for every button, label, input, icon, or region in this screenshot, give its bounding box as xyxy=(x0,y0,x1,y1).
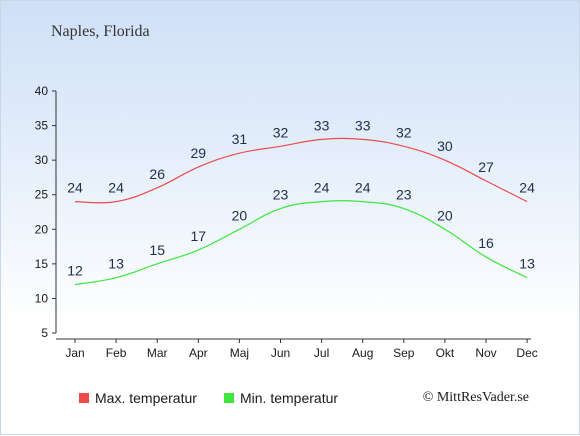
data-label-max: 33 xyxy=(355,117,371,133)
y-tick-label: 15 xyxy=(35,257,49,271)
y-tick-label: 20 xyxy=(35,222,49,236)
data-label-min: 24 xyxy=(314,180,330,196)
x-tick-label: Feb xyxy=(106,346,127,360)
data-label-min: 23 xyxy=(273,187,289,203)
legend-swatch-min xyxy=(224,393,234,403)
data-label-max: 24 xyxy=(519,180,535,196)
series-line-min xyxy=(74,199,528,286)
legend-label-min: Min. temperatur xyxy=(240,390,339,406)
x-tick-label: Aug xyxy=(352,346,373,360)
data-label-max: 31 xyxy=(232,131,248,147)
x-tick-label: Apr xyxy=(189,346,208,360)
data-label-min: 13 xyxy=(519,256,535,272)
x-tick-label: Mar xyxy=(147,346,168,360)
data-label-max: 32 xyxy=(273,124,289,140)
data-label-max: 29 xyxy=(191,145,207,161)
data-label-min: 13 xyxy=(108,256,124,272)
legend-label-max: Max. temperatur xyxy=(95,390,197,406)
y-tick-label: 30 xyxy=(35,153,49,167)
data-label-max: 24 xyxy=(67,180,83,196)
x-tick-label: Jul xyxy=(314,346,329,360)
chart-title: Naples, Florida xyxy=(51,23,150,40)
y-tick-label: 25 xyxy=(35,188,49,202)
x-tick-label: Maj xyxy=(230,346,249,360)
data-label-max: 24 xyxy=(108,180,124,196)
x-tick-label: Jan xyxy=(65,346,84,360)
series-line-max xyxy=(74,137,528,204)
data-label-min: 16 xyxy=(478,235,494,251)
data-label-min: 20 xyxy=(232,207,248,223)
legend-item-max: Max. temperatur xyxy=(79,390,197,406)
data-label-max: 33 xyxy=(314,117,330,133)
legend-item-min: Min. temperatur xyxy=(224,390,338,406)
copyright-notice: © MittResVader.se xyxy=(422,390,529,405)
x-tick-label: Sep xyxy=(393,346,415,360)
data-label-min: 24 xyxy=(355,180,371,196)
data-label-min: 20 xyxy=(437,207,453,223)
data-label-max: 26 xyxy=(149,166,165,182)
data-label-max: 27 xyxy=(478,159,494,175)
y-tick-label: 5 xyxy=(41,326,48,340)
x-tick-label: Jun xyxy=(271,346,290,360)
legend-swatch-max xyxy=(79,393,89,403)
data-label-max: 30 xyxy=(437,138,453,154)
x-tick-label: Nov xyxy=(475,346,496,360)
data-label-min: 12 xyxy=(67,263,83,279)
data-label-max: 32 xyxy=(396,124,412,140)
data-label-min: 23 xyxy=(396,187,412,203)
y-tick-label: 40 xyxy=(35,84,49,98)
x-tick-label: Dec xyxy=(516,346,537,360)
y-tick-label: 10 xyxy=(35,291,49,305)
data-label-min: 15 xyxy=(149,242,165,258)
data-label-min: 17 xyxy=(191,228,207,244)
x-tick-label: Okt xyxy=(436,346,455,360)
y-tick-label: 35 xyxy=(35,119,49,133)
